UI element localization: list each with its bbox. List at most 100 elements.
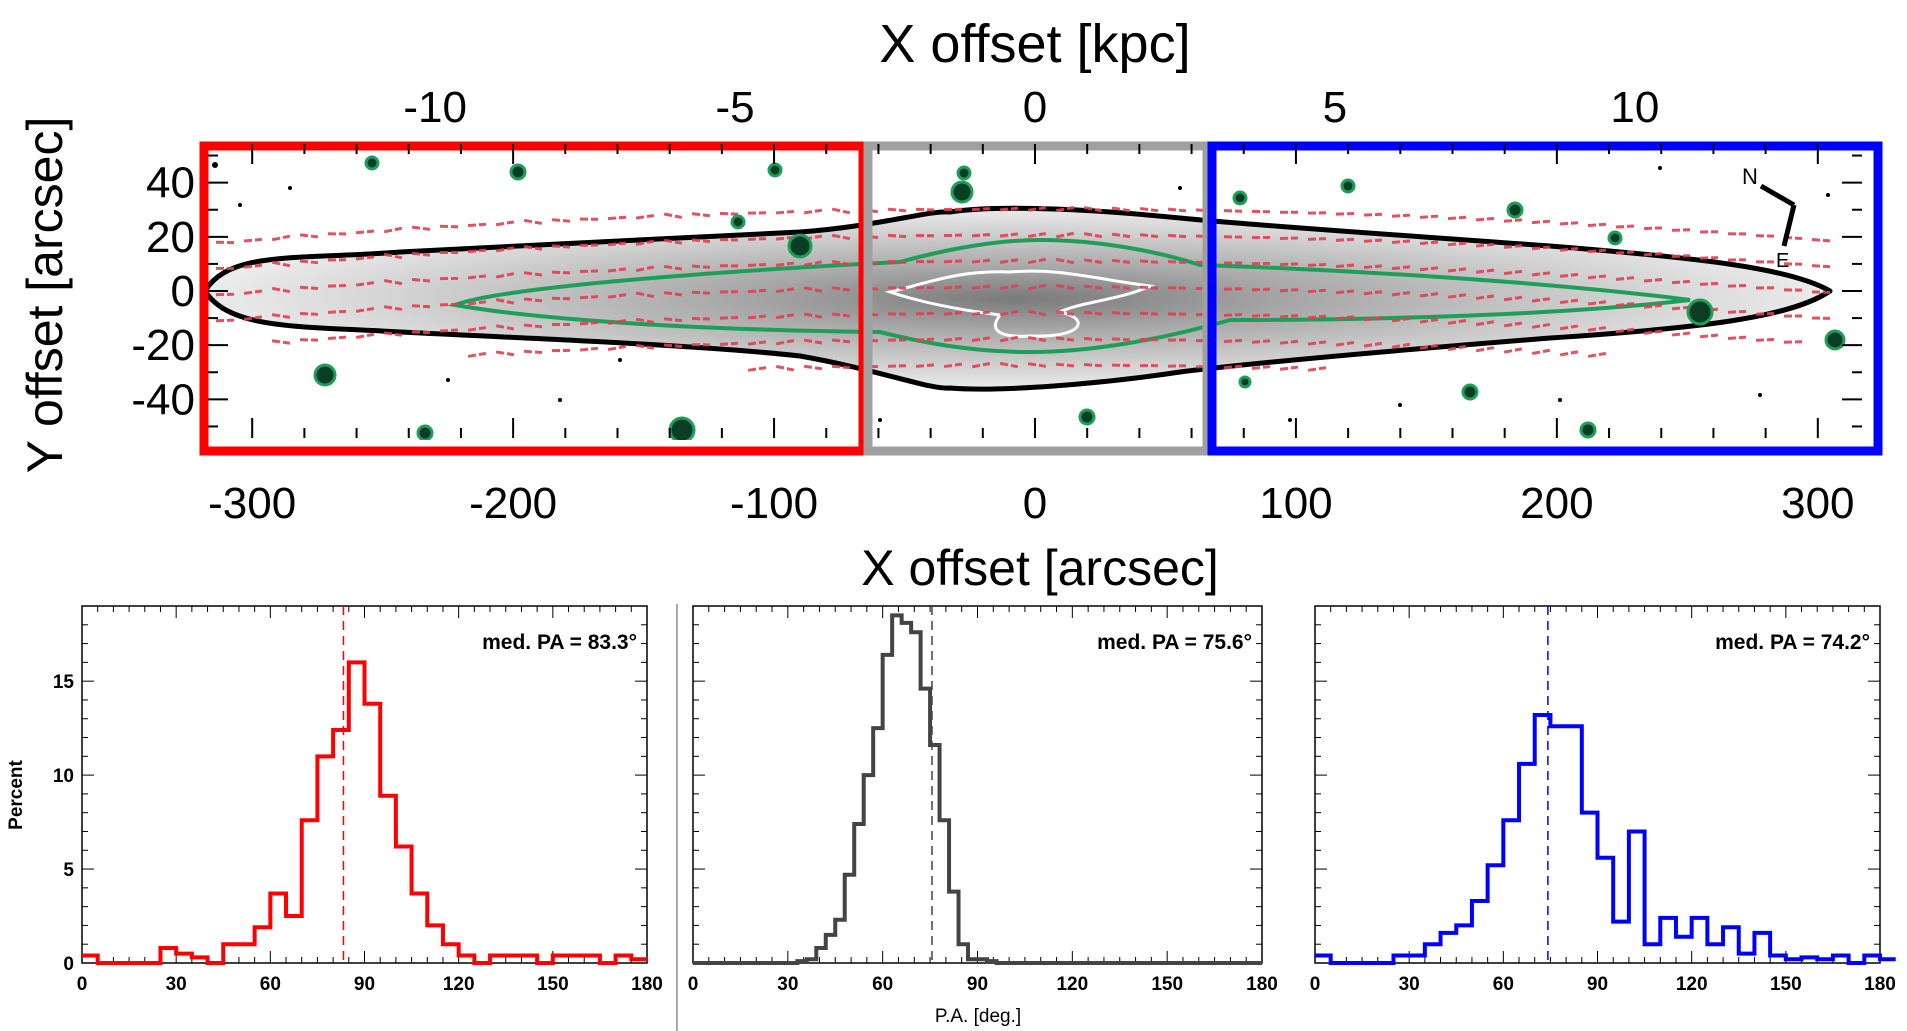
- polarization-vector: [1643, 252, 1663, 257]
- polarization-vector: [1475, 242, 1495, 248]
- polarization-vector: [523, 218, 543, 225]
- polarization-vector: [1167, 207, 1187, 213]
- polarization-vector: [1335, 341, 1355, 347]
- polarization-vector: [635, 239, 655, 246]
- polarization-vector: [747, 366, 767, 372]
- polarization-vector: [1279, 339, 1299, 345]
- polarization-vector: [747, 314, 767, 320]
- polarization-vector: [1587, 326, 1607, 332]
- polarization-vector: [1531, 245, 1551, 251]
- polarization-vector: [1447, 344, 1467, 352]
- polarization-vector: [1699, 281, 1719, 286]
- polarization-vector: [775, 261, 795, 267]
- median-annotation: med. PA = 74.2°: [1715, 631, 1870, 654]
- plot-frame: [81, 605, 648, 964]
- y-tick-label: 10: [53, 766, 74, 787]
- polarization-vector: [1755, 337, 1775, 342]
- polarization-vector: [803, 312, 823, 319]
- polarization-vector: [1643, 277, 1663, 283]
- polarization-vector: [1055, 336, 1075, 342]
- polarization-vector: [1335, 289, 1355, 295]
- polarization-vector: [1223, 338, 1243, 344]
- polarization-vector: [1251, 313, 1271, 318]
- polarization-vector: [1279, 288, 1299, 293]
- polarization-vector: [1027, 257, 1047, 265]
- polarization-vector: [1139, 207, 1159, 213]
- polarization-vector: [1139, 233, 1159, 239]
- inner-isophote-contour: [447, 237, 1691, 355]
- polarization-vector: [1503, 347, 1523, 354]
- image-frame-ticks: [208, 144, 1862, 438]
- polarization-vector: [1671, 279, 1691, 285]
- polarization-vector: [1447, 241, 1467, 247]
- polarization-vector: [495, 272, 515, 279]
- polarization-vector: [1139, 311, 1159, 316]
- polarization-vector: [1027, 232, 1047, 238]
- polarization-vector: [1223, 209, 1243, 213]
- polarization-vector: [747, 262, 767, 268]
- polarization-vector: [1419, 240, 1439, 246]
- polarization-vector: [719, 211, 739, 216]
- polarization-vector: [1307, 288, 1327, 294]
- top-tick-label: 0: [1023, 83, 1047, 132]
- bottom-tick-label: -200: [469, 479, 557, 528]
- y-tick-label: -20: [131, 321, 195, 370]
- polarization-vector: [663, 212, 683, 219]
- polarization-vector: [495, 220, 515, 227]
- polarization-vector: [887, 207, 907, 213]
- polarization-vector: [243, 263, 263, 269]
- polarization-vector: [1503, 321, 1523, 328]
- polarization-vector: [1671, 254, 1691, 258]
- polarization-vector: [747, 237, 767, 241]
- x-tick-label: 90: [1587, 974, 1608, 995]
- polarization-vector: [971, 258, 991, 264]
- polarization-vector: [1447, 215, 1467, 221]
- polarization-vector: [523, 349, 543, 355]
- polarization-vector: [831, 286, 851, 292]
- polarization-vector: [1811, 264, 1831, 269]
- polarization-vector: [271, 260, 291, 268]
- polarization-vector: [327, 335, 347, 341]
- polarization-vector: [887, 286, 907, 290]
- polarization-vector: [299, 311, 319, 316]
- polarization-vector: [1727, 284, 1747, 288]
- polarization-vector: [1167, 286, 1187, 290]
- polarization-vector: [1559, 298, 1579, 305]
- polarization-vector: [383, 252, 403, 260]
- polarization-vector: [1475, 268, 1495, 274]
- x-tick-label: 60: [872, 974, 893, 995]
- polarization-vector: [915, 337, 935, 342]
- polarization-vector: [383, 331, 403, 337]
- polarization-vector: [467, 274, 487, 280]
- polarization-vector: [1391, 291, 1411, 297]
- region-box-west: [1207, 141, 1883, 456]
- x-tick-label: 30: [777, 974, 798, 995]
- polarization-vector: [1055, 205, 1075, 213]
- polarization-vector: [579, 269, 599, 274]
- polarization-vector: [1335, 263, 1355, 269]
- polarization-vector: [747, 340, 767, 346]
- polarization-vector: [635, 343, 655, 350]
- polarization-vector: [775, 339, 795, 346]
- polarization-vector: [1503, 218, 1523, 223]
- polarization-vector: [1027, 309, 1047, 317]
- polarization-vector: [831, 364, 851, 370]
- polarization-vector: [775, 313, 795, 320]
- polarization-vector: [971, 232, 991, 238]
- polarization-vector: [1671, 331, 1691, 337]
- polarization-vector: [663, 291, 683, 297]
- polarization-vector: [579, 320, 599, 326]
- polarization-vector: [1363, 290, 1383, 296]
- y-tick-labels: 40 20 0 -20 -40: [131, 159, 195, 425]
- polarization-vector: [1587, 248, 1607, 254]
- polarization-vector: [999, 232, 1019, 238]
- polarization-vector: [1727, 335, 1747, 341]
- histogram-center: 0 30 60 90 120 150 180 med. PA = 75.6°: [688, 605, 1278, 995]
- polarization-vector: [495, 246, 515, 253]
- polarization-vector: [1615, 327, 1635, 334]
- polarization-vector: [1699, 333, 1719, 339]
- polarization-vector: [467, 351, 487, 358]
- polarization-vector: [1055, 362, 1075, 368]
- polarization-vector: [1307, 314, 1327, 320]
- polarization-vector: [1531, 322, 1551, 329]
